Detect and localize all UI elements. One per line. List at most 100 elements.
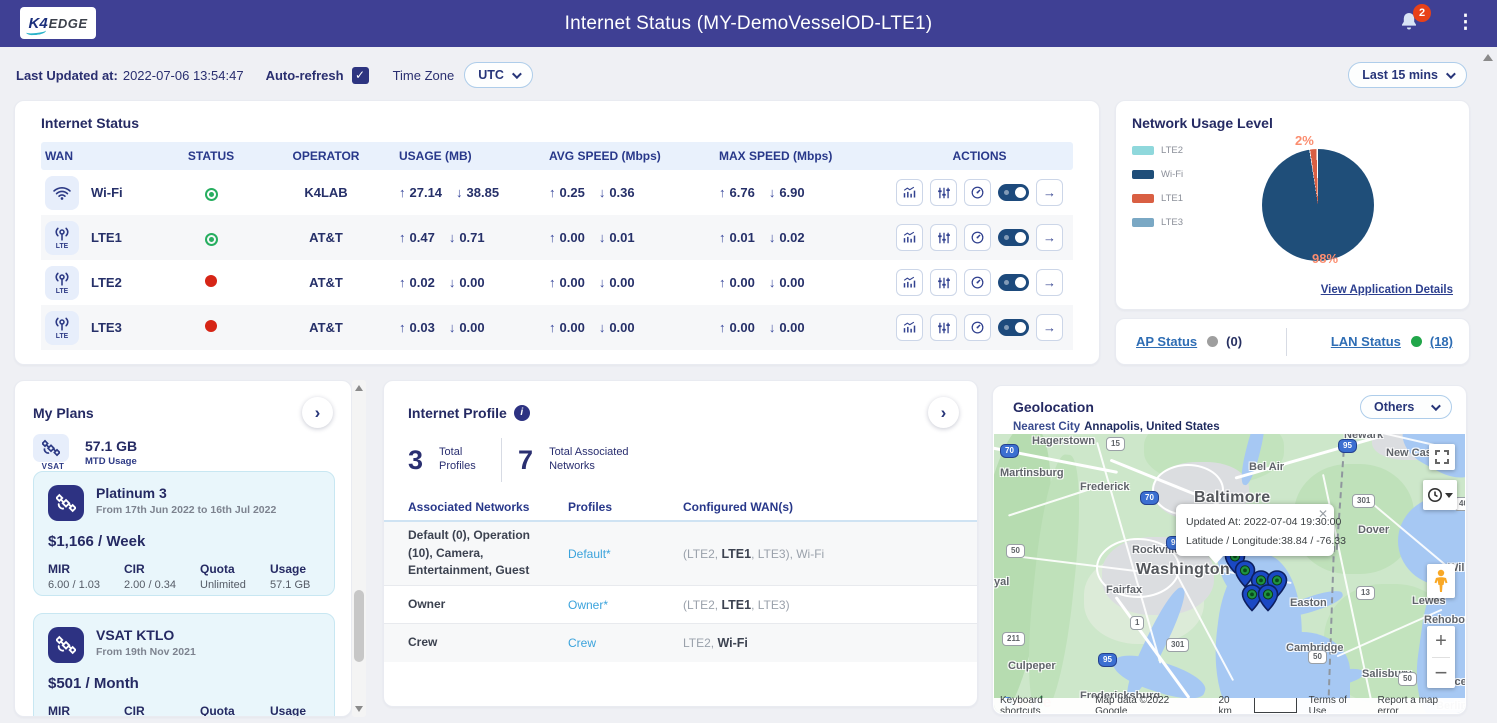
- network-usage-pie-chart[interactable]: [1262, 149, 1374, 261]
- google-map[interactable]: NewarkHagerstownMartinsburgFrederickBel …: [994, 434, 1465, 713]
- go-to-details-button[interactable]: →: [1036, 179, 1063, 206]
- download-arrow-icon: ↓: [599, 230, 606, 245]
- col-actions: ACTIONS: [886, 149, 1073, 163]
- speed-test-button[interactable]: [964, 224, 991, 251]
- fullscreen-button[interactable]: [1429, 444, 1455, 470]
- speed-test-button[interactable]: [964, 179, 991, 206]
- network-usage-card: Network Usage Level LTE2Wi-FiLTE1LTE3 2%…: [1115, 100, 1470, 310]
- usage-chart-button[interactable]: [896, 269, 923, 296]
- history-time-button[interactable]: [1423, 480, 1457, 510]
- total-networks-value: 7: [518, 445, 533, 476]
- report-map-error-link[interactable]: Report a map error: [1371, 698, 1465, 713]
- total-profiles-value: 3: [408, 445, 423, 476]
- configure-button[interactable]: [930, 269, 957, 296]
- my-plans-expand-button[interactable]: ›: [302, 397, 333, 428]
- k4edge-logo[interactable]: K4 EDGE: [20, 7, 96, 39]
- plan-name: VSAT KTLO: [48, 627, 320, 643]
- mtd-usage-value: 57.1 GB: [85, 438, 137, 454]
- usage-chart-button[interactable]: [896, 314, 923, 341]
- stat-value: 2.00 / 0.34: [124, 579, 200, 591]
- col-associated-networks: Associated Networks: [408, 500, 568, 514]
- configure-button[interactable]: [930, 179, 957, 206]
- upload-arrow-icon: ↑: [399, 230, 406, 245]
- pegman-icon: [1433, 569, 1449, 593]
- pie-label-big: 98%: [1312, 251, 1338, 266]
- upload-arrow-icon: ↑: [549, 275, 556, 290]
- profile-link[interactable]: Owner*: [568, 598, 683, 612]
- wans-bold-text: LTE1: [721, 547, 751, 561]
- my-plans-scrollbar[interactable]: [352, 380, 366, 717]
- keyboard-shortcuts-link[interactable]: Keyboard shortcuts: [994, 698, 1089, 713]
- lan-status-count[interactable]: (18): [1430, 334, 1453, 349]
- logo-k4-text: K4: [28, 15, 47, 32]
- internet-profile-title: Internet Profile: [408, 405, 507, 421]
- plan-period: From 19th Nov 2021: [48, 646, 320, 658]
- status-indicator-offline: [161, 275, 261, 290]
- geolocation-filter-select[interactable]: Others: [1360, 395, 1452, 419]
- lte-antenna-icon: LTE: [45, 221, 79, 255]
- status-indicator-offline: [161, 320, 261, 335]
- speed-test-button[interactable]: [964, 314, 991, 341]
- download-arrow-icon: ↓: [599, 185, 606, 200]
- scroll-down-arrow[interactable]: [355, 706, 363, 712]
- map-city-label: Frederick: [1080, 481, 1130, 493]
- view-application-details-link[interactable]: View Application Details: [1321, 284, 1453, 296]
- stat-label: MIR: [48, 704, 124, 717]
- wan-enable-toggle[interactable]: [998, 184, 1029, 201]
- satellite-icon: [56, 493, 76, 513]
- geolocation-card: Geolocation Others Nearest CityAnnapolis…: [992, 385, 1467, 715]
- download-arrow-icon: ↓: [769, 230, 776, 245]
- my-plans-title: My Plans: [33, 405, 94, 421]
- info-icon[interactable]: i: [514, 405, 530, 421]
- speed-test-button[interactable]: [964, 269, 991, 296]
- route-shield: 211: [1002, 632, 1025, 646]
- plan-card-vsat-ktlo[interactable]: VSAT KTLO From 19th Nov 2021 $501 / Mont…: [33, 613, 335, 717]
- scrollbar-thumb[interactable]: [354, 590, 364, 662]
- wan-enable-toggle[interactable]: [998, 274, 1029, 291]
- route-shield: 301: [1352, 494, 1375, 508]
- terms-of-use-link[interactable]: Terms of Use: [1303, 698, 1372, 713]
- usage-chart-button[interactable]: [896, 224, 923, 251]
- close-icon[interactable]: ✕: [1318, 507, 1328, 521]
- operator-name: AT&T: [261, 320, 391, 335]
- logo-edge-text: EDGE: [49, 16, 88, 31]
- upload-arrow-icon: ↑: [549, 185, 556, 200]
- auto-refresh-checkbox[interactable]: ✓: [352, 67, 369, 84]
- usage-cell: ↑0.02↓0.00: [391, 275, 541, 290]
- profile-link[interactable]: Default*: [568, 547, 683, 561]
- zoom-in-button[interactable]: +: [1435, 627, 1447, 657]
- wan-enable-toggle[interactable]: [998, 229, 1029, 246]
- col-wan: WAN: [41, 149, 161, 163]
- max-speed-cell: ↑6.76↓6.90: [711, 185, 886, 200]
- pegman-control[interactable]: [1427, 564, 1455, 598]
- zoom-out-button[interactable]: −: [1435, 658, 1448, 688]
- go-to-details-button[interactable]: →: [1036, 224, 1063, 251]
- upload-arrow-icon: ↑: [399, 185, 406, 200]
- time-range-select[interactable]: Last 15 mins: [1348, 62, 1467, 88]
- go-to-details-button[interactable]: →: [1036, 314, 1063, 341]
- mtd-usage-label: MTD Usage: [85, 456, 137, 467]
- map-pin[interactable]: [1257, 584, 1279, 612]
- go-to-details-button[interactable]: →: [1036, 269, 1063, 296]
- lan-status-link[interactable]: LAN Status: [1331, 334, 1401, 349]
- time-zone-select[interactable]: UTC: [464, 62, 533, 88]
- chevron-down-icon: [512, 69, 522, 79]
- upload-arrow-icon: ↑: [719, 230, 726, 245]
- profile-link[interactable]: Crew: [568, 636, 683, 650]
- configure-button[interactable]: [930, 314, 957, 341]
- upload-arrow-icon: ↑: [719, 185, 726, 200]
- wan-enable-toggle[interactable]: [998, 319, 1029, 336]
- plan-card-platinum3[interactable]: Platinum 3 From 17th Jun 2022 to 16th Ju…: [33, 471, 335, 596]
- kebab-menu-icon[interactable]: ⋮: [1456, 12, 1475, 34]
- internet-profile-expand-button[interactable]: ›: [928, 397, 959, 428]
- wan-name: LTE3: [91, 320, 122, 335]
- upload-arrow-icon: ↑: [549, 320, 556, 335]
- usage-chart-button[interactable]: [896, 179, 923, 206]
- wan-row-lte2: LTELTE2AT&T↑0.02↓0.00↑0.00↓0.00↑0.00↓0.0…: [41, 260, 1073, 305]
- upload-arrow-icon: ↑: [399, 275, 406, 290]
- ap-status-link[interactable]: AP Status: [1136, 334, 1197, 349]
- configure-button[interactable]: [930, 224, 957, 251]
- stat-label: Quota: [200, 704, 270, 717]
- scroll-up-arrow[interactable]: [355, 385, 363, 391]
- notifications-button[interactable]: 2: [1397, 10, 1425, 38]
